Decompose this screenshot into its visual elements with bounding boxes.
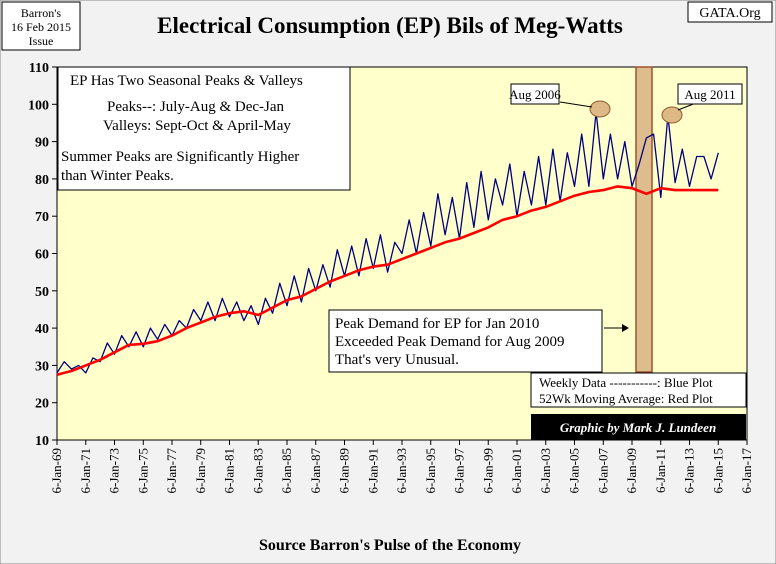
- seasonal-note-summer-1: Summer Peaks are Significantly Higher: [61, 149, 299, 165]
- series-group: [56, 111, 719, 376]
- x-tick-label: 6-Jan-87: [308, 448, 323, 494]
- legend-weekly: Weekly Data -----------: Blue Plot: [539, 375, 713, 390]
- x-tick-label: 6-Jan-01: [509, 448, 524, 494]
- y-tick-label: 10: [35, 434, 49, 449]
- x-tick-label: 6-Jan-07: [595, 448, 610, 494]
- peak-demand-line-1: Peak Demand for EP for Jan 2010: [335, 316, 539, 332]
- callout-box-2006: [510, 83, 560, 105]
- callout-circle-2006: [589, 100, 611, 118]
- x-tick-label: 6-Jan-77: [164, 448, 179, 494]
- site-box: [687, 1, 773, 23]
- peak-demand-arrowhead: [622, 324, 629, 332]
- x-tick-label: 6-Jan-83: [250, 448, 265, 494]
- y-tick-label: 70: [35, 210, 49, 225]
- x-tick-label: 6-Jan-91: [365, 448, 380, 494]
- peak-demand-line-3: That's very Unusual.: [335, 352, 459, 368]
- y-tick-label: 40: [35, 322, 49, 337]
- x-tick-label: 6-Jan-11: [653, 448, 668, 493]
- chart-title: Electrical Consumption (EP) Bils of Meg-…: [157, 13, 623, 38]
- credit-box: [531, 414, 746, 440]
- seasonal-note-peaks: Peaks--: July-Aug & Dec-Jan: [107, 99, 285, 115]
- x-tick-label: 6-Jan-69: [49, 448, 64, 494]
- seasonal-note-valleys: Valleys: Sept-Oct & April-May: [103, 118, 291, 134]
- x-tick-label: 6-Jan-81: [222, 448, 237, 494]
- callout-box-2011: [677, 83, 743, 105]
- x-tick-label: 6-Jan-13: [682, 448, 697, 494]
- x-tick-label: 6-Jan-05: [567, 448, 582, 494]
- x-tick-label: 6-Jan-09: [624, 448, 639, 494]
- x-axis: 6-Jan-69 6-Jan-71 6-Jan-73 6-Jan-75 6-Jan-77…: [49, 440, 754, 494]
- source-issue-box: [1, 1, 81, 51]
- source-issue-line2: 16 Feb 2015: [11, 20, 71, 34]
- x-tick-label: 6-Jan-89: [337, 448, 352, 494]
- x-tick-label: 6-Jan-03: [538, 448, 553, 494]
- x-tick-label: 6-Jan-73: [107, 448, 122, 494]
- x-tick-label: 6-Jan-93: [394, 448, 409, 494]
- y-tick-label: 80: [35, 173, 49, 188]
- highlight-band-2009-2010: [635, 66, 653, 373]
- legend-box: [530, 372, 747, 408]
- callout-label-2011: Aug 2011: [684, 87, 735, 102]
- y-axis: 10 20 30 40 50 60 70 80 90 100 110: [28, 61, 57, 449]
- y-tick-label: 20: [35, 397, 49, 412]
- x-tick-label: 6-Jan-85: [279, 448, 294, 494]
- y-tick-label: 100: [28, 98, 49, 113]
- source-issue-line3: Issue: [29, 34, 54, 48]
- credit-label: Graphic by Mark J. Lundeen: [560, 420, 716, 435]
- seasonal-note-summer-2: than Winter Peaks.: [61, 168, 174, 184]
- x-tick-label: 6-Jan-71: [78, 448, 93, 494]
- legend-average: 52Wk Moving Average: Red Plot: [539, 391, 713, 406]
- seasonal-note-title: EP Has Two Seasonal Peaks & Valleys: [70, 73, 303, 89]
- callout-circle-2011: [661, 106, 683, 124]
- moving-average-line: [56, 185, 719, 376]
- y-tick-label: 90: [35, 136, 49, 151]
- x-tick-label: 6-Jan-15: [710, 448, 725, 494]
- x-tick-label: 6-Jan-99: [480, 448, 495, 494]
- peak-demand-note-box: [328, 309, 603, 373]
- peak-demand-line-2: Exceeded Peak Demand for Aug 2009: [335, 334, 565, 350]
- callout-leader-2006: [559, 101, 593, 108]
- y-tick-label: 110: [29, 61, 49, 76]
- x-tick-label: 6-Jan-95: [423, 448, 438, 494]
- y-tick-label: 50: [35, 285, 49, 300]
- y-tick-label: 60: [35, 248, 49, 263]
- site-label: GATA.Org: [699, 6, 760, 21]
- x-tick-label: 6-Jan-97: [452, 448, 467, 494]
- x-tick-label: 6-Jan-79: [193, 448, 208, 494]
- x-axis-title: Source Barron's Pulse of the Economy: [259, 537, 521, 554]
- source-issue-line1: Barron's: [21, 6, 61, 20]
- y-tick-label: 30: [35, 359, 49, 374]
- x-tick-label: 6-Jan-17: [739, 448, 754, 494]
- seasonal-note-box: [57, 66, 351, 191]
- x-tick-label: 6-Jan-75: [135, 448, 150, 494]
- callout-label-2006: Aug 2006: [509, 87, 561, 102]
- weekly-data-line: [56, 111, 719, 374]
